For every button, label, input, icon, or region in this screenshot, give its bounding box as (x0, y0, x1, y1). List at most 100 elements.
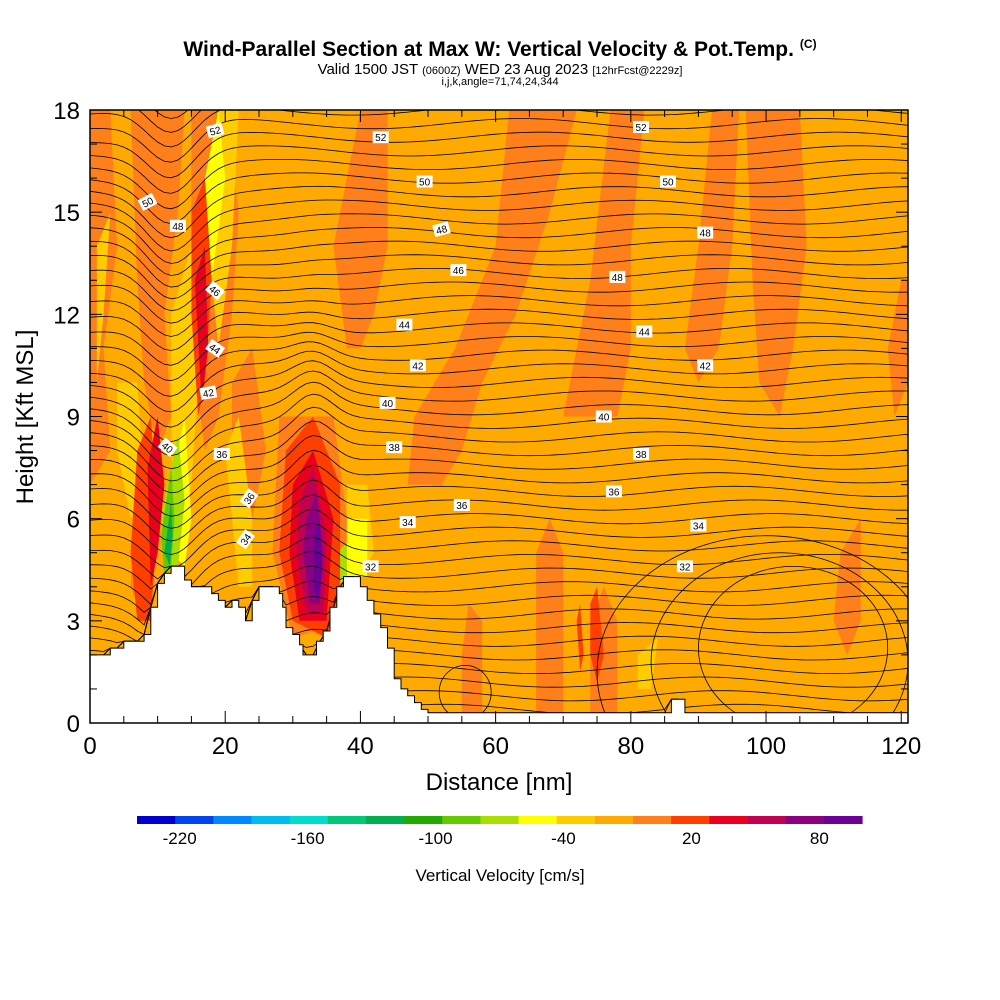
theta-contour (90, 360, 908, 428)
contour-label-box (372, 131, 389, 144)
contour-label-text: 50 (662, 178, 674, 189)
contour-label-text: 42 (202, 388, 215, 401)
contour-label-text: 50 (419, 178, 431, 189)
y-tick-label: 0 (67, 711, 80, 738)
contour-label: 48 (169, 219, 186, 233)
contour-label-text: 36 (216, 450, 228, 461)
contour-label-text: 36 (608, 487, 620, 498)
y-axis-label: Height [Kft MSL] (12, 330, 39, 505)
theta-contour (90, 118, 908, 163)
contour-label: 40 (595, 410, 612, 424)
theta-contour (90, 449, 908, 517)
colorbar-swatch (671, 816, 710, 824)
chart-subtitle: Valid 1500 JST (0600Z) WED 23 Aug 2023 [… (0, 61, 1000, 78)
velocity-region (130, 110, 185, 451)
theta-contour (90, 281, 908, 324)
theta-contour (90, 131, 908, 179)
x-tick-label: 0 (83, 733, 96, 760)
theta-contour (90, 227, 908, 276)
y-tick-label: 12 (53, 302, 80, 329)
theta-contour (90, 64, 908, 106)
velocity-region (684, 110, 739, 383)
contour-label-text: 50 (141, 196, 156, 211)
colorbar-tick-label: -40 (551, 829, 576, 848)
x-tick-label: 100 (746, 733, 786, 760)
theta-contour (90, 565, 908, 636)
colorbar-tick-label: 80 (810, 829, 829, 848)
contour-label-box (416, 175, 433, 188)
theta-contour (90, 341, 908, 397)
contour-label-box (157, 437, 178, 457)
contour-label-text: 44 (399, 321, 411, 332)
contour-label: 42 (697, 359, 714, 372)
y-tick-label: 3 (67, 609, 80, 636)
colorbar-swatch (213, 816, 253, 824)
contour-label-box (239, 488, 259, 509)
colorbar-swatch (823, 816, 863, 824)
theta-contours (90, 64, 908, 723)
velocity-region (333, 110, 388, 349)
contour-label-text: 40 (598, 413, 610, 424)
theta-contour (90, 331, 908, 382)
contour-label: 50 (416, 175, 433, 189)
contour-label: 36 (605, 485, 622, 498)
colorbar-swatch (594, 816, 634, 824)
contour-label-box (396, 318, 413, 331)
contour-label: 50 (137, 192, 158, 211)
colorbar-tick-label: -220 (163, 829, 197, 848)
theta-contour (90, 464, 908, 529)
contour-label: 38 (386, 441, 403, 454)
y-tick-label: 18 (53, 98, 80, 125)
contour-label-box (697, 226, 714, 239)
contour-label-text: 48 (435, 224, 449, 238)
theta-contour (90, 370, 908, 443)
velocity-region (745, 110, 807, 417)
contour-label-text: 46 (453, 266, 465, 277)
contour-label-box (409, 359, 426, 372)
contour-label-box (676, 560, 693, 573)
theta-contour (90, 536, 908, 590)
contour-label-text: 40 (382, 399, 394, 410)
contour-label-text: 42 (700, 361, 712, 372)
contour-label: 32 (362, 560, 379, 573)
contour-label-text: 44 (639, 327, 651, 338)
contour-label-box (660, 175, 676, 188)
velocity-region (194, 246, 209, 400)
contour-label: 44 (396, 318, 413, 332)
contour-label-box (169, 219, 186, 232)
contour-label-text: 48 (700, 229, 712, 240)
velocity-region (96, 212, 111, 383)
x-tick-label: 80 (617, 733, 644, 760)
velocity-region (576, 603, 584, 672)
velocity-region (164, 501, 173, 567)
contour-label-box (633, 121, 649, 133)
contour-label-box (205, 280, 226, 301)
theta-contour (90, 494, 908, 555)
contour-label-text: 38 (635, 450, 647, 461)
contour-label-box (605, 485, 622, 498)
colorbar-swatch (137, 816, 176, 824)
velocity-region (407, 110, 577, 485)
theta-contour (90, 406, 908, 482)
colorbar-swatch (556, 816, 596, 824)
copyright-mark: (C) (799, 37, 817, 51)
theta-contour (90, 393, 908, 470)
contour-label-text: 52 (635, 123, 647, 134)
x-tick-label: 120 (881, 733, 921, 760)
theta-contour (90, 565, 908, 626)
contour-label: 46 (450, 264, 467, 277)
contour-label-box (636, 325, 653, 338)
contour-label: 38 (633, 448, 649, 461)
colorbar-swatch (785, 816, 825, 824)
theta-contour (90, 145, 908, 194)
contour-label-text: 48 (172, 222, 184, 233)
contour-label: 52 (633, 121, 649, 134)
theta-contour (90, 213, 908, 264)
contour-label-box (362, 560, 379, 573)
colorbar-tick-label: -100 (419, 829, 453, 848)
contour-label-text: 52 (375, 133, 387, 144)
contour-label-box (609, 270, 626, 283)
x-axis-label: Distance [nm] (426, 769, 573, 796)
contour-label: 44 (205, 338, 226, 358)
